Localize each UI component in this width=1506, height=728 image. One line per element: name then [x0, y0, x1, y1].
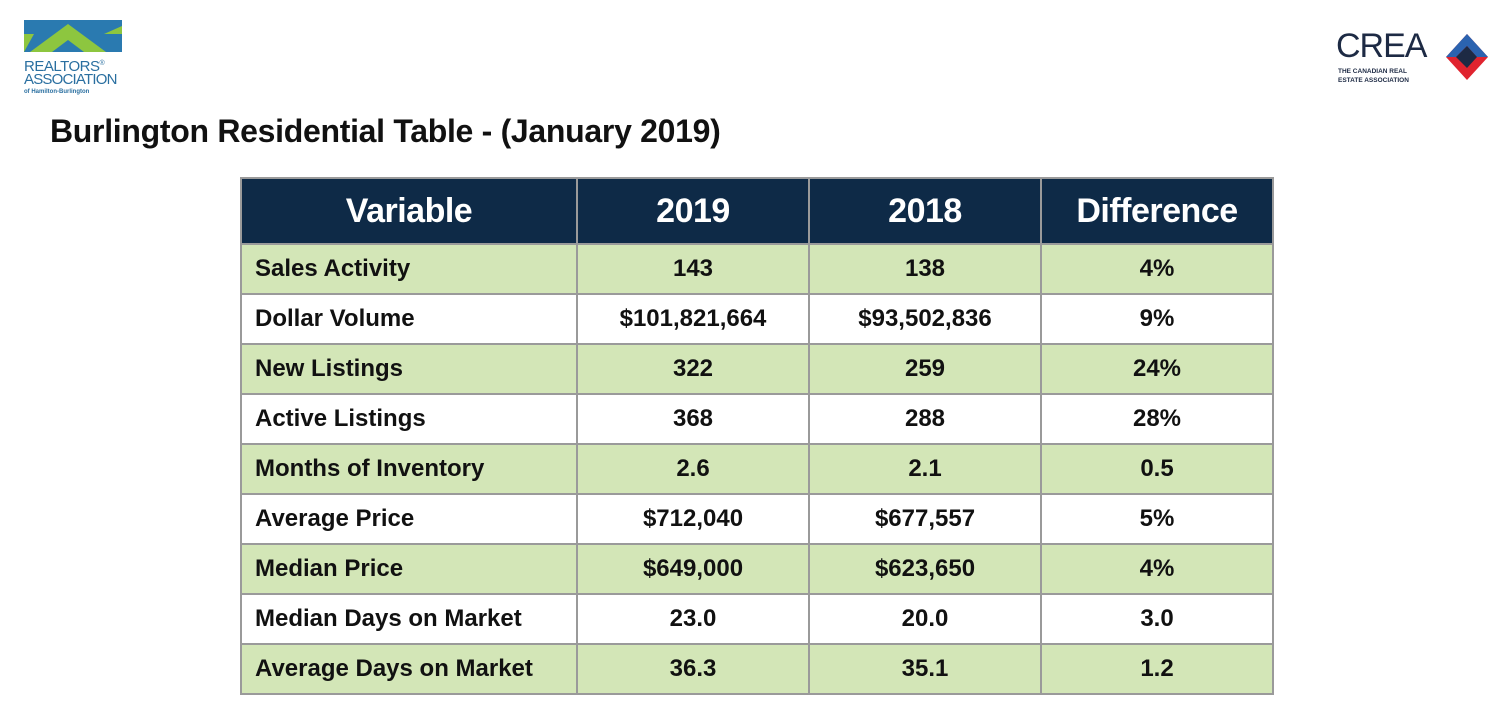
crea-logo: CREA THE CANADIAN REAL ESTATE ASSOCIATIO…	[1336, 27, 1491, 90]
value-2018-cell: 259	[808, 343, 1042, 395]
table-row: Average Days on Market 36.3 35.1 1.2	[240, 643, 1274, 695]
realtors-roof-icon	[24, 20, 122, 52]
table-row: Sales Activity 143 138 4%	[240, 243, 1274, 295]
header-variable: Variable	[240, 177, 578, 245]
variable-cell: Active Listings	[240, 393, 578, 445]
difference-cell: 0.5	[1040, 443, 1274, 495]
difference-cell: 4%	[1040, 543, 1274, 595]
page-title: Burlington Residential Table - (January …	[50, 113, 721, 149]
value-2019-cell: 2.6	[576, 443, 810, 495]
difference-cell: 4%	[1040, 243, 1274, 295]
table-row: New Listings 322 259 24%	[240, 343, 1274, 395]
table-row: Median Days on Market 23.0 20.0 3.0	[240, 593, 1274, 645]
value-2019-cell: $101,821,664	[576, 293, 810, 345]
crea-subtitle-line2: ESTATE ASSOCIATION	[1338, 77, 1409, 84]
realtors-association-logo: REALTORS® ASSOCIATION of Hamilton-Burlin…	[22, 20, 126, 104]
value-2018-cell: 20.0	[808, 593, 1042, 645]
value-2018-cell: 35.1	[808, 643, 1042, 695]
header-2018: 2018	[808, 177, 1042, 245]
header-2019: 2019	[576, 177, 810, 245]
value-2019-cell: $712,040	[576, 493, 810, 545]
difference-cell: 28%	[1040, 393, 1274, 445]
difference-cell: 1.2	[1040, 643, 1274, 695]
association-wordmark: ASSOCIATION	[24, 71, 117, 88]
association-subtitle: of Hamilton-Burlington	[24, 89, 90, 95]
value-2018-cell: $93,502,836	[808, 293, 1042, 345]
table-row: Active Listings 368 288 28%	[240, 393, 1274, 445]
value-2018-cell: 288	[808, 393, 1042, 445]
realtors-wordmark: REALTORS®	[24, 58, 105, 75]
value-2019-cell: $649,000	[576, 543, 810, 595]
value-2018-cell: 138	[808, 243, 1042, 295]
table-row: Average Price $712,040 $677,557 5%	[240, 493, 1274, 545]
difference-cell: 24%	[1040, 343, 1274, 395]
crea-wordmark: CREA	[1336, 27, 1427, 65]
table-row: Months of Inventory 2.6 2.1 0.5	[240, 443, 1274, 495]
variable-cell: New Listings	[240, 343, 578, 395]
difference-cell: 5%	[1040, 493, 1274, 545]
table-row: Median Price $649,000 $623,650 4%	[240, 543, 1274, 595]
crea-subtitle-line1: THE CANADIAN REAL	[1338, 68, 1407, 75]
difference-cell: 9%	[1040, 293, 1274, 345]
value-2019-cell: 143	[576, 243, 810, 295]
variable-cell: Sales Activity	[240, 243, 578, 295]
value-2019-cell: 368	[576, 393, 810, 445]
header-difference: Difference	[1040, 177, 1274, 245]
variable-cell: Months of Inventory	[240, 443, 578, 495]
crea-diamond-icon	[1446, 34, 1488, 80]
table-row: Dollar Volume $101,821,664 $93,502,836 9…	[240, 293, 1274, 345]
variable-cell: Average Days on Market	[240, 643, 578, 695]
variable-cell: Median Days on Market	[240, 593, 578, 645]
value-2018-cell: $677,557	[808, 493, 1042, 545]
residential-stats-table: Variable 2019 2018 Difference Sales Acti…	[240, 177, 1274, 695]
difference-cell: 3.0	[1040, 593, 1274, 645]
value-2019-cell: 322	[576, 343, 810, 395]
value-2019-cell: 36.3	[576, 643, 810, 695]
value-2019-cell: 23.0	[576, 593, 810, 645]
variable-cell: Average Price	[240, 493, 578, 545]
table-header-row: Variable 2019 2018 Difference	[240, 177, 1274, 245]
variable-cell: Median Price	[240, 543, 578, 595]
value-2018-cell: $623,650	[808, 543, 1042, 595]
value-2018-cell: 2.1	[808, 443, 1042, 495]
variable-cell: Dollar Volume	[240, 293, 578, 345]
